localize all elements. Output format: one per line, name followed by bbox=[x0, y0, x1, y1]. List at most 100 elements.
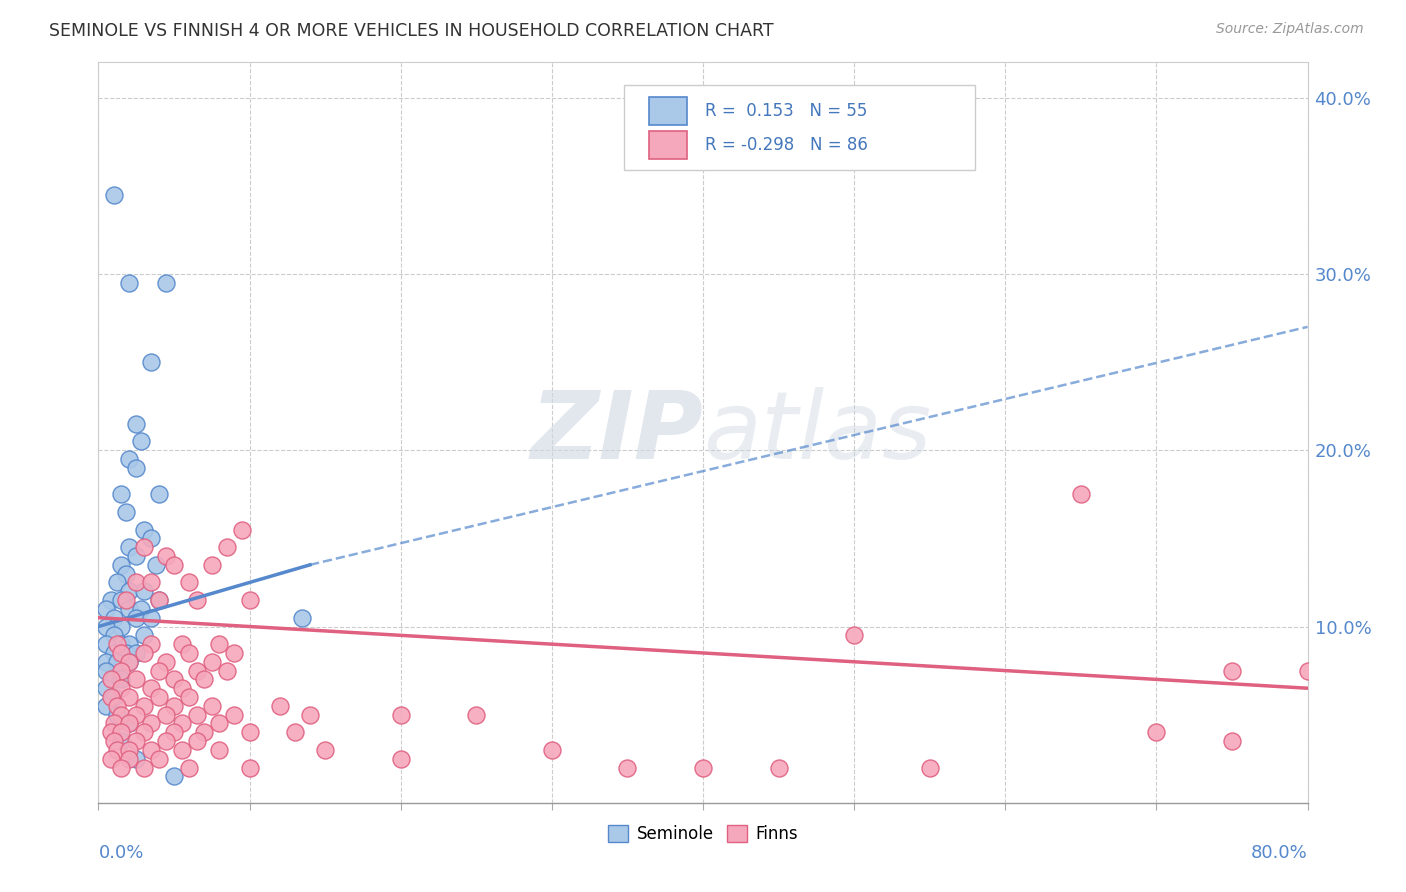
Point bbox=[125, 673, 148, 687]
Point bbox=[170, 637, 193, 651]
Point bbox=[163, 698, 186, 713]
Point bbox=[103, 690, 125, 704]
Point bbox=[1070, 487, 1092, 501]
Point bbox=[201, 698, 224, 713]
Point bbox=[389, 707, 412, 722]
Point bbox=[186, 734, 208, 748]
Point bbox=[118, 540, 141, 554]
Point bbox=[110, 619, 132, 633]
Point bbox=[110, 681, 132, 696]
Point bbox=[132, 725, 155, 739]
Point bbox=[100, 725, 122, 739]
Text: 0.0%: 0.0% bbox=[98, 844, 143, 862]
Point bbox=[114, 505, 136, 519]
Point bbox=[110, 760, 132, 774]
Point bbox=[141, 355, 163, 369]
Point bbox=[208, 716, 231, 731]
Point bbox=[132, 698, 155, 713]
Point bbox=[141, 610, 163, 624]
Point bbox=[215, 664, 238, 678]
Point bbox=[100, 673, 122, 687]
Text: 80.0%: 80.0% bbox=[1251, 844, 1308, 862]
Point bbox=[148, 752, 170, 766]
Point bbox=[231, 523, 253, 537]
Point bbox=[114, 646, 136, 660]
Point bbox=[125, 734, 148, 748]
Point bbox=[105, 743, 128, 757]
Point bbox=[110, 673, 132, 687]
Point bbox=[118, 655, 141, 669]
Point bbox=[201, 655, 224, 669]
Point bbox=[125, 646, 148, 660]
FancyBboxPatch shape bbox=[648, 130, 688, 159]
Point bbox=[105, 655, 128, 669]
Point bbox=[193, 673, 215, 687]
Point bbox=[155, 276, 177, 290]
Point bbox=[141, 716, 163, 731]
Point bbox=[125, 610, 148, 624]
Point bbox=[105, 575, 128, 590]
Point bbox=[170, 716, 193, 731]
Point bbox=[125, 549, 148, 563]
Point bbox=[239, 760, 262, 774]
Point bbox=[540, 743, 562, 757]
Point bbox=[100, 690, 122, 704]
Point bbox=[179, 575, 201, 590]
Point bbox=[94, 664, 117, 678]
Point bbox=[465, 707, 488, 722]
Point bbox=[148, 487, 170, 501]
Point bbox=[125, 575, 148, 590]
Point bbox=[284, 725, 307, 739]
Point bbox=[118, 743, 141, 757]
Point bbox=[118, 655, 141, 669]
Point bbox=[239, 593, 262, 607]
Point bbox=[103, 673, 125, 687]
FancyBboxPatch shape bbox=[624, 85, 976, 169]
Point bbox=[110, 558, 132, 572]
Point bbox=[129, 434, 152, 449]
Point bbox=[141, 637, 163, 651]
Point bbox=[132, 584, 155, 599]
Point bbox=[224, 707, 246, 722]
Point bbox=[103, 646, 125, 660]
Point bbox=[208, 637, 231, 651]
Point bbox=[141, 743, 163, 757]
Point bbox=[768, 760, 790, 774]
Point bbox=[105, 637, 128, 651]
Point bbox=[110, 664, 132, 678]
Point bbox=[118, 637, 141, 651]
Point bbox=[100, 593, 122, 607]
Point bbox=[155, 707, 177, 722]
Point bbox=[118, 690, 141, 704]
Point bbox=[148, 690, 170, 704]
Point bbox=[110, 707, 132, 722]
Point bbox=[208, 743, 231, 757]
Point bbox=[170, 681, 193, 696]
Point bbox=[118, 584, 141, 599]
Point bbox=[118, 752, 141, 766]
Point bbox=[114, 566, 136, 581]
Point bbox=[163, 769, 186, 783]
Point bbox=[94, 602, 117, 616]
Point bbox=[132, 760, 155, 774]
Point bbox=[110, 593, 132, 607]
Point bbox=[239, 725, 262, 739]
Point bbox=[1296, 664, 1319, 678]
Point bbox=[186, 664, 208, 678]
FancyBboxPatch shape bbox=[648, 97, 688, 126]
Point bbox=[148, 664, 170, 678]
Point bbox=[179, 690, 201, 704]
Point bbox=[179, 646, 201, 660]
Point bbox=[215, 540, 238, 554]
Point bbox=[105, 707, 128, 722]
Point bbox=[118, 716, 141, 731]
Point bbox=[129, 602, 152, 616]
Point bbox=[94, 681, 117, 696]
Point bbox=[103, 734, 125, 748]
Point bbox=[103, 628, 125, 642]
Point bbox=[125, 417, 148, 431]
Text: R = -0.298   N = 86: R = -0.298 N = 86 bbox=[706, 136, 869, 153]
Point bbox=[114, 593, 136, 607]
Point bbox=[155, 734, 177, 748]
Point bbox=[314, 743, 336, 757]
